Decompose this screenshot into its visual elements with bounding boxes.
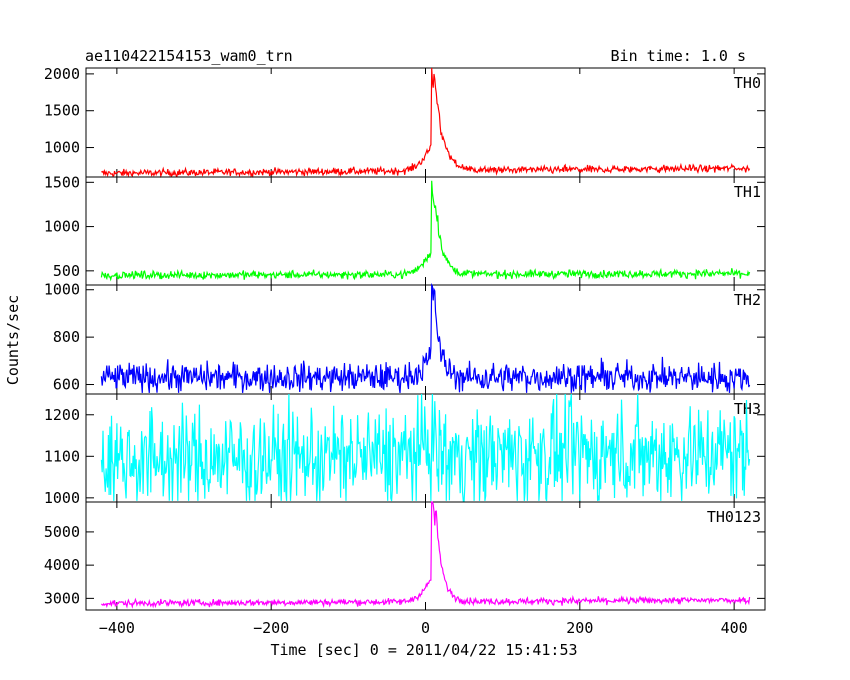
x-tick-label: 400 bbox=[721, 619, 748, 637]
bin-time-label: Bin time: 1.0 s bbox=[611, 47, 746, 65]
series-line-th0 bbox=[101, 67, 751, 179]
panel-th1: 500 1000 1500 TH1 bbox=[44, 173, 766, 286]
series-line-th3 bbox=[100, 393, 751, 502]
panels-group: 100015002000TH050010001500TH16008001000T… bbox=[44, 65, 766, 611]
plot-title: ae110422154153_wam0_trn bbox=[85, 47, 293, 65]
y-tick-label: 800 bbox=[53, 328, 80, 346]
x-tick-label: 200 bbox=[566, 619, 593, 637]
panel-th0123: 3000 4000 5000 TH0123 bbox=[44, 501, 766, 611]
y-tick-label: 1000 bbox=[44, 281, 80, 299]
x-axis: −400 −200 0 200 400 bbox=[99, 619, 748, 637]
panel-th0: 1000 1500 2000 TH0 bbox=[44, 65, 766, 179]
y-tick-label: 1000 bbox=[44, 218, 80, 236]
y-tick-label: 1100 bbox=[44, 447, 80, 465]
panel-th3: 1000 1100 1200 TH3 bbox=[44, 393, 766, 507]
y-tick-label: 1200 bbox=[44, 406, 80, 424]
series-label: TH0123 bbox=[707, 508, 761, 526]
y-tick-label: 5000 bbox=[44, 523, 80, 541]
series-line-th0123 bbox=[100, 501, 751, 609]
y-tick-label: 4000 bbox=[44, 556, 80, 574]
y-tick-label: 1500 bbox=[44, 173, 80, 191]
y-tick-label: 500 bbox=[53, 262, 80, 280]
series-line-th1 bbox=[100, 180, 751, 282]
series-label: TH3 bbox=[734, 400, 761, 418]
series-label: TH0 bbox=[734, 74, 761, 92]
y-tick-label: 600 bbox=[53, 376, 80, 394]
y-tick-label: 1500 bbox=[44, 102, 80, 120]
x-tick-label: 0 bbox=[421, 619, 430, 637]
panel-frame bbox=[85, 501, 766, 611]
x-tick-label: −200 bbox=[253, 619, 289, 637]
panel-th2: 600 800 1000 TH2 bbox=[44, 281, 766, 395]
y-axis-label: Counts/sec bbox=[4, 295, 22, 385]
x-tick-label: −400 bbox=[99, 619, 135, 637]
series-line-th2 bbox=[100, 282, 751, 393]
panel-frame bbox=[85, 176, 766, 286]
panel-frame bbox=[85, 67, 766, 178]
x-axis-label: Time [sec] 0 = 2011/04/22 15:41:53 bbox=[270, 641, 577, 659]
y-tick-label: 1000 bbox=[44, 489, 80, 507]
y-tick-label: 3000 bbox=[44, 589, 80, 607]
series-label: TH2 bbox=[734, 291, 761, 309]
y-tick-label: 2000 bbox=[44, 65, 80, 83]
series-label: TH1 bbox=[734, 183, 761, 201]
y-tick-label: 1000 bbox=[44, 139, 80, 157]
